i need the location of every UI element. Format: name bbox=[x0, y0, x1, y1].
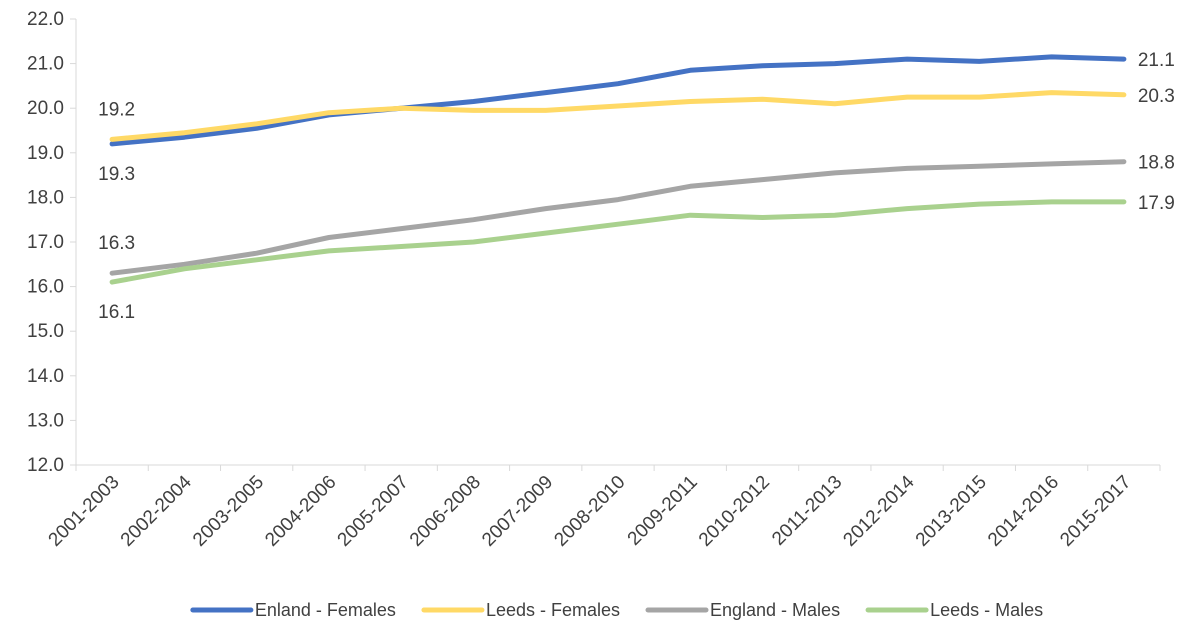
x-tick-label: 2011-2013 bbox=[768, 472, 846, 550]
y-tick-label: 21.0 bbox=[27, 54, 64, 75]
data-labels: 19.3 19.2 16.3 16.1 21.1 20.3 18.8 17.9 bbox=[98, 50, 1175, 323]
y-tick-label: 17.0 bbox=[27, 232, 64, 253]
data-label: 17.9 bbox=[1138, 193, 1175, 214]
x-tick-label: 2013-2015 bbox=[912, 472, 991, 551]
x-tick-label: 2007-2009 bbox=[478, 472, 557, 551]
series-line-england-males bbox=[109, 159, 1127, 276]
x-tick-label: 2009-2011 bbox=[624, 472, 702, 550]
y-tick-label: 19.0 bbox=[27, 143, 64, 164]
x-tick-label: 2003-2005 bbox=[189, 472, 268, 551]
legend-label: England - Males bbox=[710, 600, 840, 620]
x-tick-label: 2014-2016 bbox=[984, 472, 1063, 551]
x-tick-label: 2008-2010 bbox=[550, 472, 629, 551]
y-tick-label: 16.0 bbox=[27, 277, 64, 298]
y-tick-label: 13.0 bbox=[27, 410, 64, 431]
data-label: 18.8 bbox=[1138, 153, 1175, 174]
x-tick-label: 2002-2004 bbox=[117, 471, 196, 550]
data-label: 21.1 bbox=[1138, 50, 1175, 71]
x-tick-label: 2015-2017 bbox=[1056, 472, 1135, 551]
x-tick-label: 2010-2012 bbox=[695, 472, 774, 551]
x-tick-label: 2001-2003 bbox=[45, 472, 124, 551]
data-label: 19.3 bbox=[98, 164, 135, 185]
legend: Enland - Females Leeds - Females England -… bbox=[190, 600, 1043, 620]
y-tick-label: 12.0 bbox=[27, 455, 64, 476]
legend-label: Enland - Females bbox=[255, 600, 396, 620]
series-line-leeds-females bbox=[109, 90, 1127, 142]
y-axis: 12.0 13.0 14.0 15.0 16.0 17.0 18.0 19.0 20.0 21.0… bbox=[27, 9, 77, 476]
data-label: 16.3 bbox=[98, 233, 135, 254]
data-label: 20.3 bbox=[1138, 86, 1175, 107]
y-tick-label: 15.0 bbox=[27, 321, 64, 342]
series-line-leeds-males bbox=[109, 199, 1127, 285]
y-tick-label: 18.0 bbox=[27, 187, 64, 208]
data-label: 16.1 bbox=[98, 302, 135, 323]
y-tick-label: 22.0 bbox=[27, 9, 64, 30]
series-layer bbox=[109, 54, 1127, 285]
x-tick-label: 2012-2014 bbox=[839, 471, 918, 550]
data-label: 19.2 bbox=[98, 99, 135, 120]
x-tick-label: 2004-2006 bbox=[261, 472, 340, 551]
legend-label: Leeds - Males bbox=[930, 600, 1043, 620]
x-tick-label: 2005-2007 bbox=[334, 472, 413, 551]
series-line-enland-females bbox=[109, 54, 1127, 147]
y-tick-label: 14.0 bbox=[27, 366, 64, 387]
legend-label: Leeds - Females bbox=[486, 600, 620, 620]
x-axis: 2001-20032002-20042003-20052004-20062005… bbox=[45, 464, 1161, 551]
x-tick-label: 2006-2008 bbox=[406, 472, 485, 551]
y-tick-label: 20.0 bbox=[27, 98, 64, 119]
